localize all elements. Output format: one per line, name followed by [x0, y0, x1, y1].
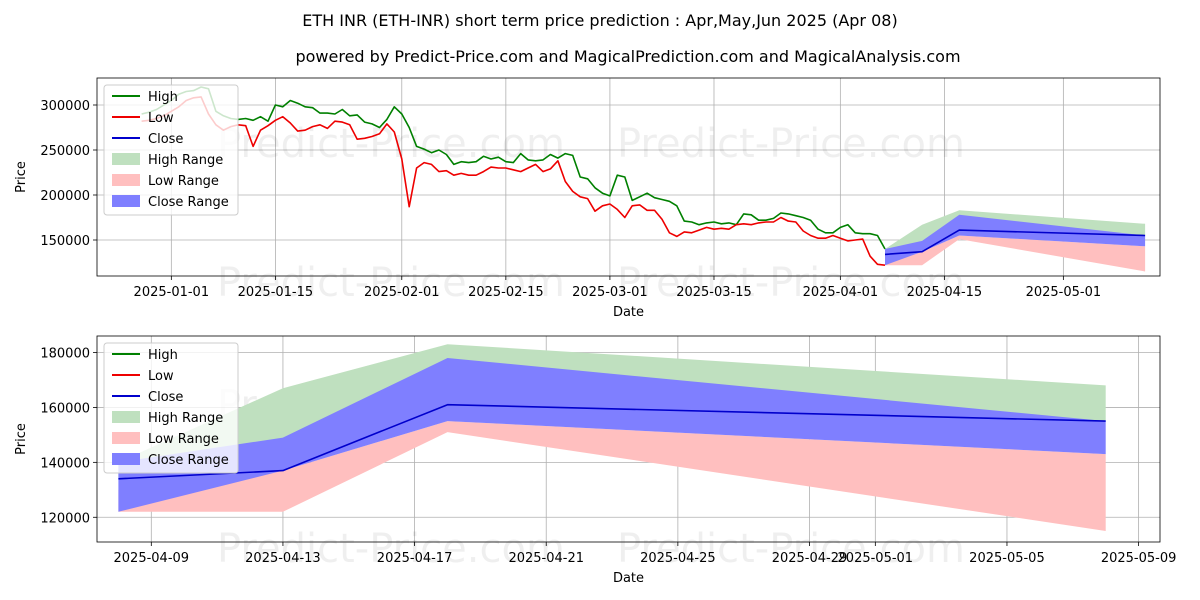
x-tick-label: 2025-02-01 — [364, 285, 440, 300]
close-range-band — [885, 214, 1146, 266]
legend-label: Low — [148, 111, 174, 126]
top-price-chart: Predict-Price.com Predict-Price.com Predic… — [14, 77, 1161, 320]
close-range-band — [118, 358, 1106, 512]
x-tick-label: 2025-04-17 — [377, 551, 453, 566]
x-tick-label: 2025-05-09 — [1101, 551, 1177, 566]
x-tick-label: 2025-04-15 — [907, 285, 983, 300]
y-tick-label: 200000 — [40, 189, 90, 204]
legend-label: High — [148, 348, 178, 363]
watermark-text: Predict-Price.com — [617, 526, 965, 572]
chart-title: ETH INR (ETH-INR) short term price predi… — [302, 11, 897, 30]
watermark-text: Predict-Price.com — [617, 260, 965, 306]
plot-frame — [96, 335, 1161, 543]
y-axis-label: Price — [14, 161, 29, 193]
low-series-line — [141, 96, 886, 266]
plot-frame — [96, 77, 1161, 277]
legend-label: Low — [148, 369, 174, 384]
x-tick-label: 2025-04-13 — [245, 551, 321, 566]
plot-area — [118, 344, 1106, 531]
y-tick-label: 120000 — [40, 511, 90, 526]
high-range-band — [118, 344, 1106, 479]
chart-subtitle: powered by Predict-Price.com and Magical… — [295, 47, 960, 66]
x-axis-label: Date — [613, 305, 644, 320]
x-tick-label: 2025-03-15 — [676, 285, 752, 300]
legend-label: High Range — [148, 411, 223, 426]
legend-label: Close — [148, 132, 183, 147]
y-tick-label: 250000 — [40, 144, 90, 159]
y-tick-label: 160000 — [40, 401, 90, 416]
x-tick-label: 2025-04-09 — [114, 551, 190, 566]
legend-label: Low Range — [148, 432, 219, 447]
legend-swatch — [112, 174, 140, 186]
legend-swatch — [112, 195, 140, 207]
legend: High Low Close High Range Low Range Close Ran… — [103, 84, 239, 216]
y-tick-label: 300000 — [40, 99, 90, 114]
x-tick-label: 2025-05-05 — [969, 551, 1045, 566]
x-tick-label: 2025-04-21 — [508, 551, 584, 566]
close-series-line — [884, 229, 1146, 256]
legend-label: High — [148, 90, 178, 105]
legend-swatch — [112, 432, 140, 444]
plot-area — [141, 86, 1146, 272]
bottom-forecast-chart: Predict-Price.comPredict-Price.comPredic… — [14, 335, 1177, 586]
high-series-line — [141, 86, 886, 250]
x-tick-label: 2025-04-29 — [772, 551, 848, 566]
y-axis-label: Price — [14, 423, 29, 455]
legend: High Low Close High Range Low Range Close Ran… — [103, 342, 239, 474]
x-tick-label: 2025-04-01 — [803, 285, 879, 300]
y-tick-label: 180000 — [40, 346, 90, 361]
legend-swatch — [112, 411, 140, 423]
x-tick-label: 2025-04-25 — [640, 551, 716, 566]
x-tick-label: 2025-01-15 — [238, 285, 314, 300]
x-tick-label: 2025-03-01 — [572, 285, 648, 300]
low-range-band — [885, 235, 1146, 272]
watermark-text: Predict-Price.com — [217, 260, 565, 306]
x-tick-label: 2025-05-01 — [838, 551, 914, 566]
watermark-text: Predict-Price.com — [617, 121, 965, 167]
legend-label: Close Range — [148, 195, 229, 210]
legend-label: Close Range — [148, 453, 229, 468]
x-tick-label: 2025-02-15 — [468, 285, 544, 300]
y-tick-label: 150000 — [40, 234, 90, 249]
legend-label: Low Range — [148, 174, 219, 189]
legend-swatch — [112, 453, 140, 465]
legend-label: High Range — [148, 153, 223, 168]
watermark-text: Predict-Price.com — [217, 526, 565, 572]
low-range-band — [118, 421, 1106, 531]
x-tick-label: 2025-05-01 — [1026, 285, 1102, 300]
x-axis-label: Date — [613, 571, 644, 586]
y-tick-label: 140000 — [40, 456, 90, 471]
x-tick-label: 2025-01-01 — [134, 285, 210, 300]
close-series-line — [118, 403, 1106, 480]
legend-swatch — [112, 153, 140, 165]
legend-label: Close — [148, 390, 183, 405]
